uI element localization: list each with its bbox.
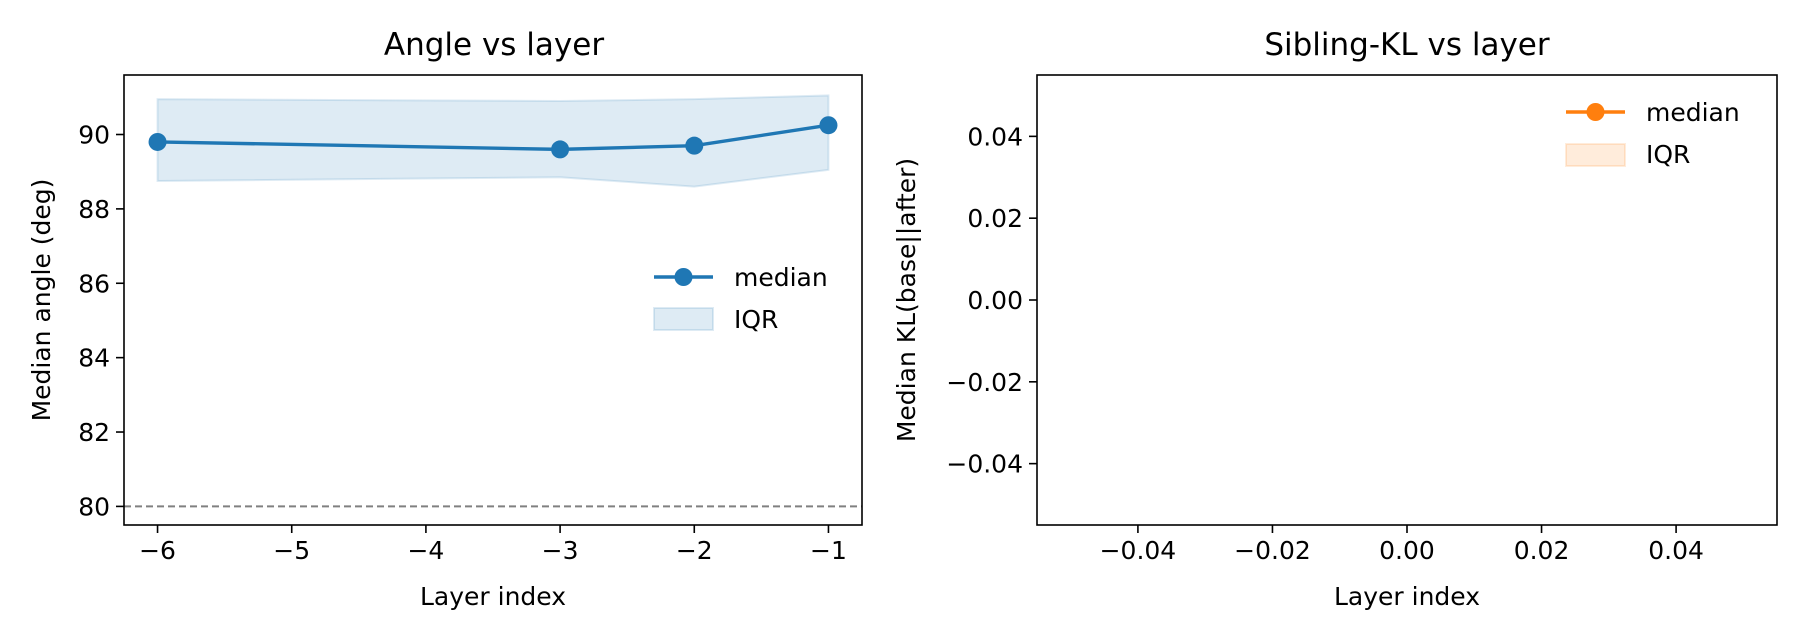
angle-y-tick-label: 84 (78, 344, 110, 373)
angle-y-tick-label: 82 (78, 418, 110, 447)
legend-median-label: median (734, 263, 828, 292)
kl-y-tick-label: 0.04 (967, 122, 1023, 151)
kl-chart: Sibling-KL vs layer −0.04 −0.02 0.00 0.02 0.… (892, 27, 1778, 611)
kl-y-axis-label: Median KL(base||after) (892, 158, 921, 442)
angle-x-tick-label: −3 (542, 536, 579, 565)
kl-x-tick-label: 0.02 (1514, 536, 1570, 565)
median-points-layer (148, 116, 838, 159)
angle-y-tick-label: 88 (78, 195, 110, 224)
kl-y-tick-label: −0.02 (946, 368, 1023, 397)
kl-x-tick-label: −0.04 (1100, 536, 1177, 565)
angle-y-axis-label: Median angle (deg) (27, 179, 56, 422)
kl-y-ticks: −0.04 −0.02 0.00 0.02 0.04 (946, 122, 1037, 479)
median-series-line (157, 123, 829, 152)
angle-chart-axes-frame (123, 74, 863, 526)
iqr-band (156, 94, 830, 188)
kl-x-tick-label: 0.00 (1379, 536, 1435, 565)
angle-y-tick-label: 86 (78, 269, 110, 298)
legend-iqr-swatch (1565, 143, 1626, 167)
median-line-layer (157, 123, 829, 152)
legend-iqr-label: IQR (734, 305, 778, 334)
median-point (148, 132, 167, 151)
kl-x-ticks: −0.04 −0.02 0.00 0.02 0.04 (1100, 525, 1704, 565)
angle-x-axis-label: Layer index (420, 582, 566, 611)
angle-chart: Angle vs layer −6 −5 −4 −3 −2 −1 80 82 84 86 88 90… (27, 27, 863, 611)
kl-chart-title: Sibling-KL vs layer (1264, 27, 1550, 63)
angle-x-tick-label: −6 (139, 536, 176, 565)
median-point (685, 136, 704, 155)
kl-y-tick-label: 0.00 (967, 286, 1023, 315)
kl-y-tick-label: −0.04 (946, 450, 1023, 479)
angle-y-tick-label: 90 (78, 121, 110, 150)
kl-x-tick-label: 0.04 (1648, 536, 1704, 565)
angle-x-tick-label: −1 (810, 536, 847, 565)
angle-y-tick-label: 80 (78, 492, 110, 521)
iqr-band-layer (156, 94, 830, 188)
angle-chart-title: Angle vs layer (384, 27, 604, 63)
angle-x-tick-label: −2 (676, 536, 713, 565)
legend-median-marker (674, 268, 693, 286)
median-point (819, 116, 838, 135)
angle-x-tick-label: −4 (407, 536, 444, 565)
kl-x-tick-label: −0.02 (1234, 536, 1311, 565)
legend-iqr-swatch (653, 307, 714, 331)
angle-x-ticks: −6 −5 −4 −3 −2 −1 (139, 525, 847, 565)
median-point (551, 140, 570, 159)
angle-y-ticks: 80 82 84 86 88 90 (78, 121, 124, 521)
kl-x-axis-label: Layer index (1334, 582, 1480, 611)
legend-iqr-label: IQR (1646, 140, 1690, 169)
angle-legend: median IQR (653, 263, 828, 334)
kl-y-tick-label: 0.02 (967, 204, 1023, 233)
legend-median-label: median (1646, 98, 1740, 127)
angle-x-tick-label: −5 (273, 536, 310, 565)
kl-legend: median IQR (1565, 98, 1740, 169)
legend-median-marker (1586, 103, 1605, 121)
